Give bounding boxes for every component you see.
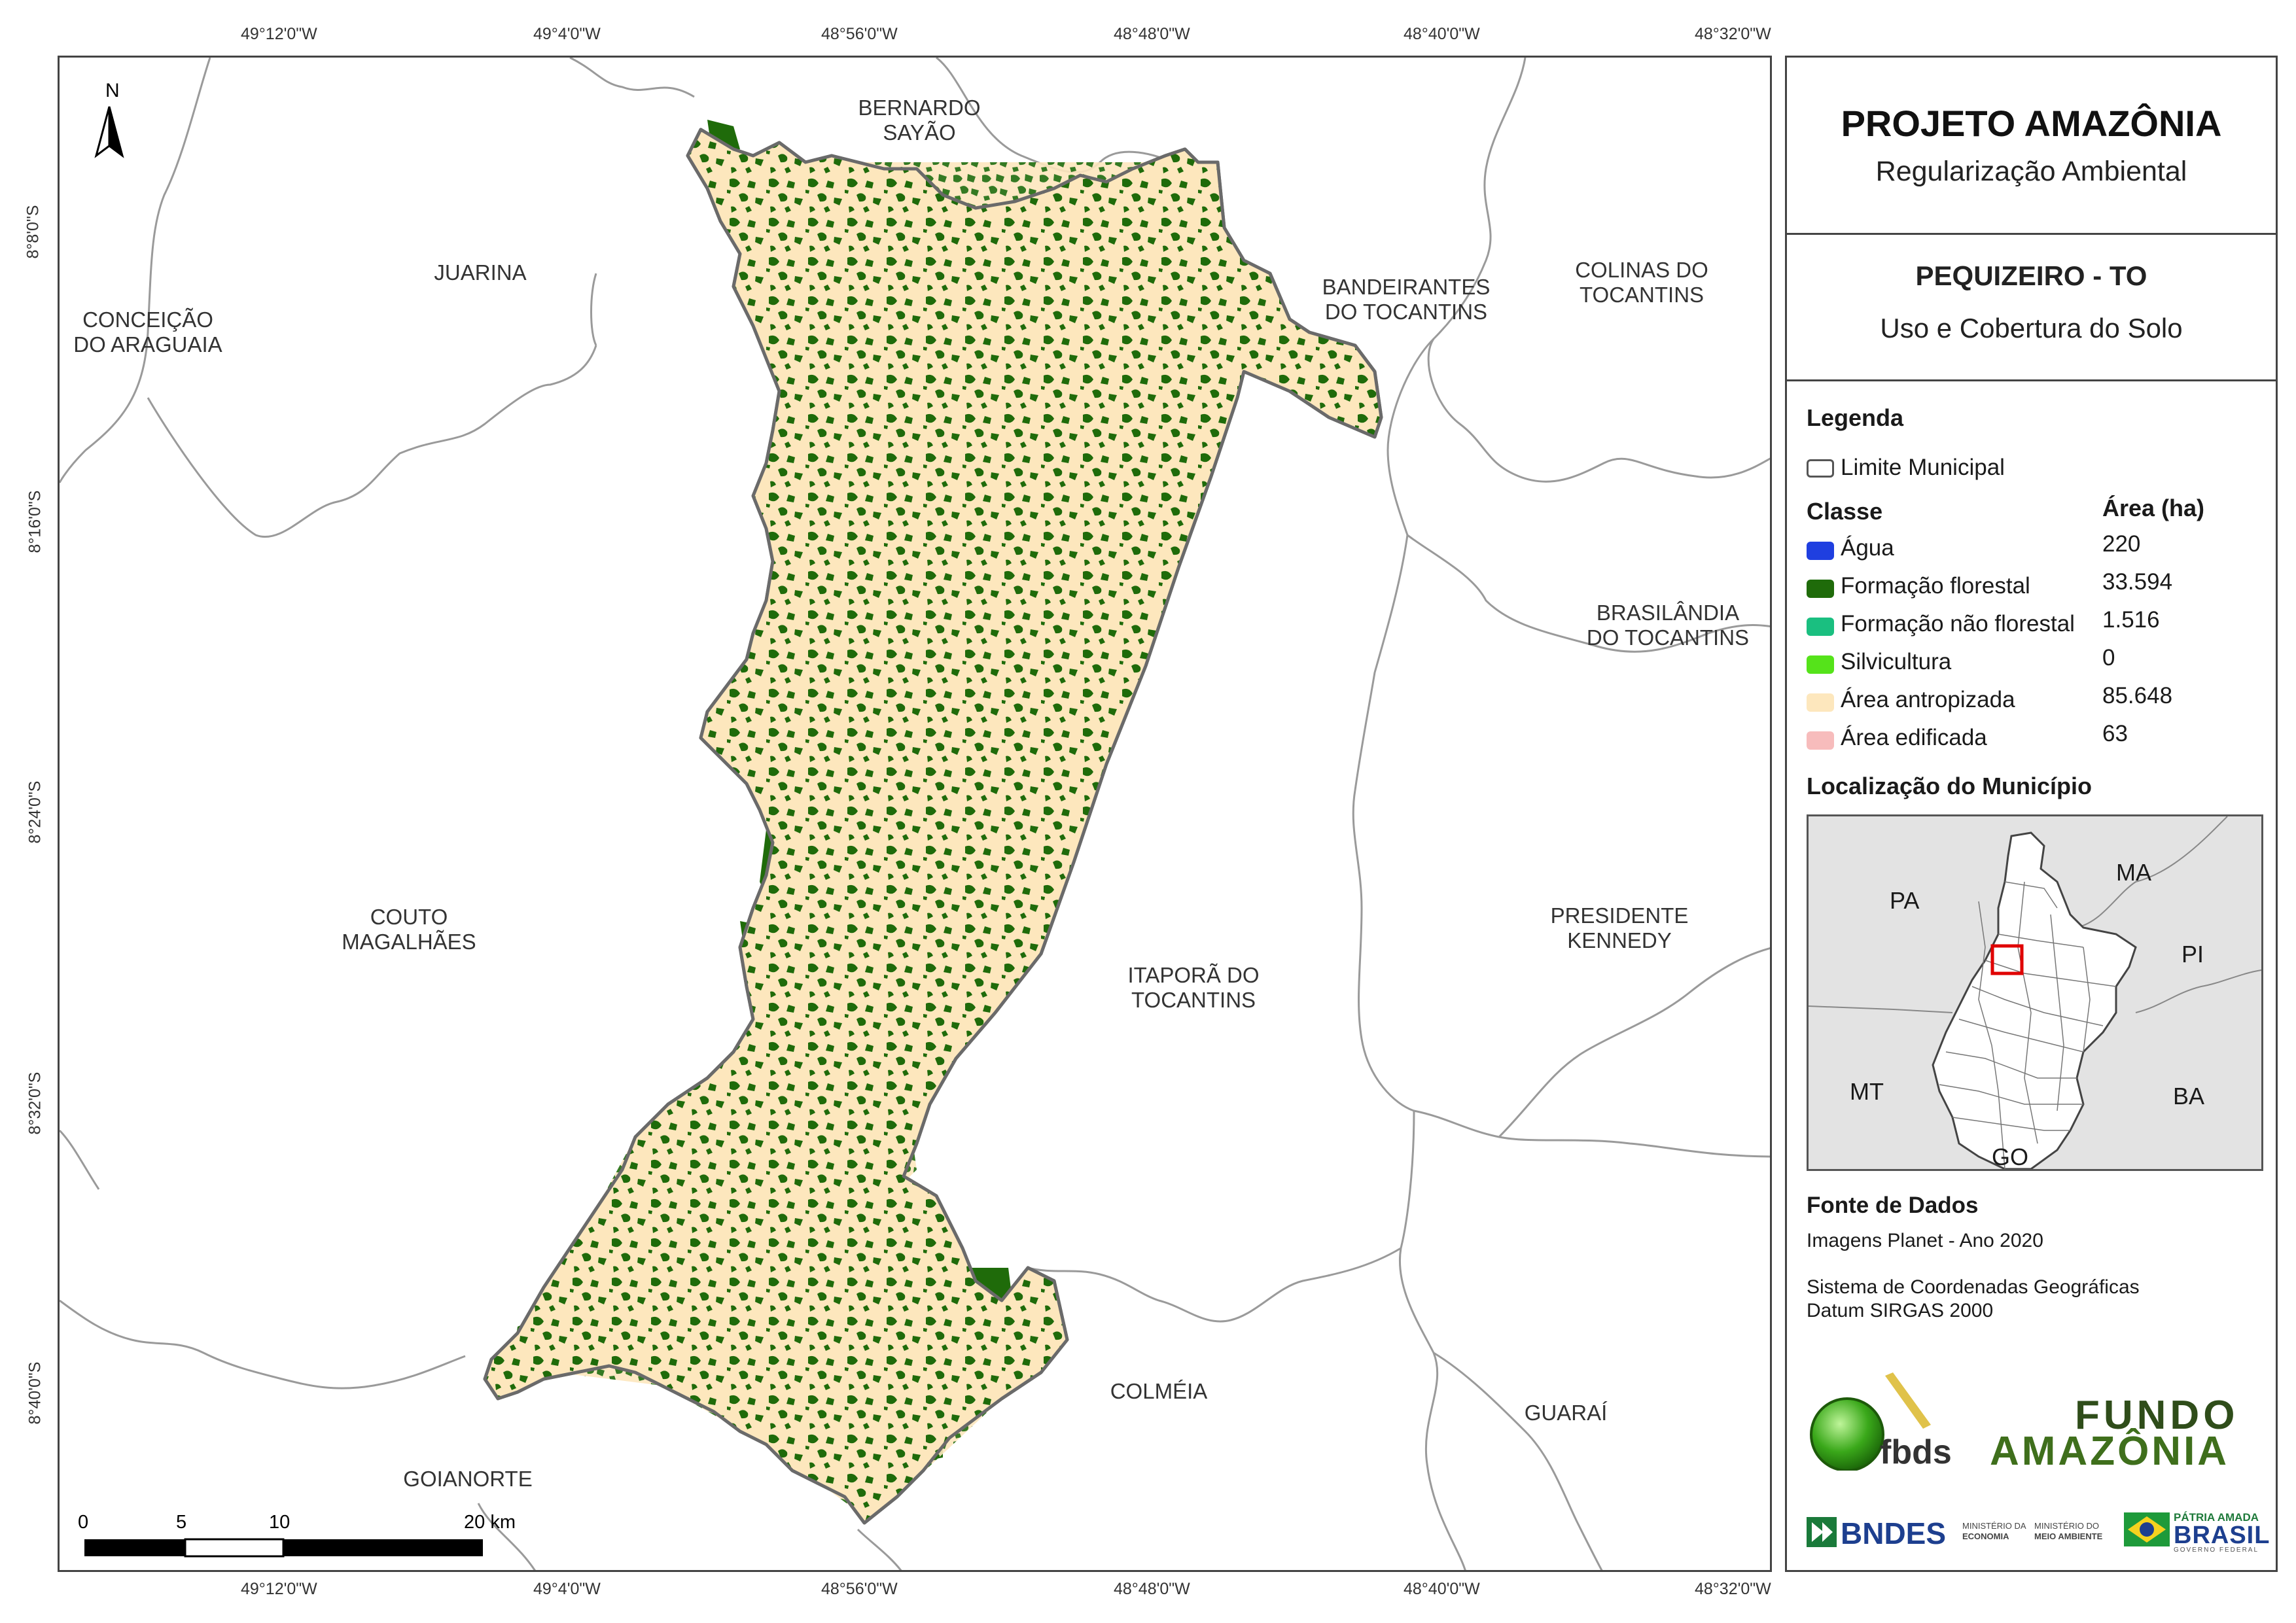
grid-label-bottom: 48°40'0"W [1404,1580,1480,1598]
class-label-formacao-nao-florestal: Formação não florestal [1841,611,2075,637]
bndes-logo-icon [1807,1517,1837,1547]
grid-label-left: 8°16'0"S [26,490,44,553]
municipality-locator-box [1990,944,2024,975]
grid-label-bottom: 48°48'0"W [1114,1580,1190,1598]
swatch-formacao-florestal [1807,580,1834,598]
class-label-agua: Água [1841,535,1894,561]
label-itapora-do-tocantins: ITAPORÃ DO TOCANTINS [1127,963,1260,1012]
project-title: PROJETO AMAZÔNIA [1841,103,2222,144]
label-conceicao-do-araguaia: CONCEIÇÃO DO ARAGUAIA [73,307,222,357]
crs-line-2: Datum SIRGAS 2000 [1807,1300,1994,1321]
grid-label-bottom: 49°12'0"W [241,1580,317,1598]
label-colinas-do-tocantins: COLINAS DO TOCANTINS [1575,258,1708,307]
label-bernardo-sayao: BERNARDO SAYÃO [858,96,981,145]
scale-label-10: 10 [269,1512,290,1533]
fundo-logo-text: FUNDO [2075,1393,2239,1438]
swatch-area-antropizada [1807,693,1834,712]
state-label-ba: BA [2173,1083,2205,1109]
boundary-label: Limite Municipal [1841,455,2005,480]
grid-label-bottom: 49°4'0"W [533,1580,601,1598]
class-heading: Classe [1807,498,1883,525]
ministerio-economia-logo: MINISTÉRIO DA ECONOMIA [1962,1521,2026,1541]
class-area-area-edificada: 63 [2102,721,2128,746]
state-label-mt: MT [1850,1078,1884,1105]
label-guarai: GUARAÍ [1524,1401,1608,1425]
amazonia-logo-text: AMAZÔNIA [1990,1429,2230,1474]
map-canvas[interactable]: N 0 5 10 20 km [60,58,1772,1572]
label-presidente-kennedy: PRESIDENTE KENNEDY [1550,903,1689,952]
location-inset-map[interactable]: PA MA PI MT BA GO [1807,814,2263,1171]
swatch-silvicultura [1807,655,1834,674]
class-label-formacao-florestal: Formação florestal [1841,573,2030,599]
class-area-area-antropizada: 85.648 [2102,683,2173,708]
grid-label-left: 8°32'0"S [26,1072,44,1135]
brazil-flag-icon [2124,1512,2170,1546]
patria-text-2: BRASIL [2174,1522,2270,1549]
municipality-title: PEQUIZEIRO - TO [1915,260,2147,291]
swatch-agua [1807,542,1834,560]
grid-label-top: 49°4'0"W [533,25,601,43]
grid-label-left: 8°24'0"S [26,780,44,844]
patria-text-1: PÁTRIA AMADA [2174,1511,2259,1524]
class-area-formacao-nao-florestal: 1.516 [2102,607,2160,633]
scale-label-5: 5 [176,1512,186,1533]
state-label-pi: PI [2181,941,2204,968]
label-colmeia: COLMÉIA [1110,1379,1208,1403]
grid-label-top: 48°40'0"W [1404,25,1480,43]
grid-label-top: 48°32'0"W [1695,25,1771,43]
divider [1787,233,2276,235]
class-label-silvicultura: Silvicultura [1841,649,1952,674]
tocantins-state-icon [1932,831,2137,1169]
class-label-area-edificada: Área edificada [1841,725,1987,750]
state-label-pa: PA [1890,887,1920,914]
class-area-silvicultura: 0 [2102,645,2115,671]
fbds-logo-text: fbds [1880,1433,1952,1471]
label-bandeirantes-do-tocantins: BANDEIRANTES DO TOCANTINS [1322,275,1491,324]
fundo-amazonia-logo: FUNDO AMAZÔNIA [1990,1392,2265,1477]
map-theme: Uso e Cobertura do Solo [1880,313,2183,343]
source-line: Imagens Planet - Ano 2020 [1807,1230,2043,1251]
divider [1787,379,2276,381]
grid-label-left: 8°8'0"S [24,205,43,259]
fbds-logo: fbds [1807,1372,1977,1472]
crs-line-1: Sistema de Coordenadas Geográficas [1807,1276,2140,1298]
label-juarina: JUARINA [434,260,527,285]
bndes-logo: BNDES [1807,1513,1951,1552]
grid-label-bottom: 48°56'0"W [821,1580,898,1598]
class-area-formacao-florestal: 33.594 [2102,569,2173,595]
patria-amada-brasil-logo: PÁTRIA AMADA BRASIL GOVERNO FEDERAL [2124,1510,2270,1556]
grid-label-bottom: 48°32'0"W [1695,1580,1771,1598]
source-heading: Fonte de Dados [1807,1193,1979,1218]
project-subtitle: Regularização Ambiental [1875,156,2187,187]
swatch-formacao-nao-florestal [1807,618,1834,636]
location-inset-canvas [1809,816,2261,1169]
legend-heading: Legenda [1807,404,1904,431]
grid-label-top: 48°56'0"W [821,25,898,43]
boundary-swatch [1807,459,1834,478]
swatch-area-edificada [1807,731,1834,750]
label-goianorte: GOIANORTE [403,1467,533,1491]
grid-label-left: 8°40'0"S [26,1361,44,1425]
scale-label-20: 20 km [464,1512,516,1533]
bndes-logo-text: BNDES [1841,1516,1947,1550]
scale-label-0: 0 [78,1512,88,1533]
area-heading: Área (ha) [2102,495,2205,521]
grid-label-top: 48°48'0"W [1114,25,1190,43]
legend-panel: PROJETO AMAZÔNIA Regularização Ambiental… [1785,56,2278,1572]
class-area-agua: 220 [2102,531,2141,557]
scale-bar: 0 5 10 20 km [78,1512,516,1558]
patria-text-3: GOVERNO FEDERAL [2174,1546,2259,1554]
neighbor-boundaries [60,58,1770,1570]
grid-label-top: 49°12'0"W [241,25,317,43]
ministerio-meio-ambiente-logo: MINISTÉRIO DO MEIO AMBIENTE [2034,1521,2103,1541]
class-label-area-antropizada: Área antropizada [1841,687,2015,712]
north-arrow-icon [94,106,124,158]
label-brasilandia-do-tocantins: BRASILÂNDIA DO TOCANTINS [1586,601,1750,650]
label-couto-magalhaes: COUTO MAGALHÃES [342,905,476,954]
map-panel[interactable]: N 0 5 10 20 km BERNARDO SAYÃO JUARINA CON… [58,56,1772,1572]
state-label-go: GO [1992,1143,2029,1170]
state-label-ma: MA [2116,859,2151,886]
north-arrow-label: N [105,80,120,101]
location-heading: Localização do Município [1807,773,2093,799]
